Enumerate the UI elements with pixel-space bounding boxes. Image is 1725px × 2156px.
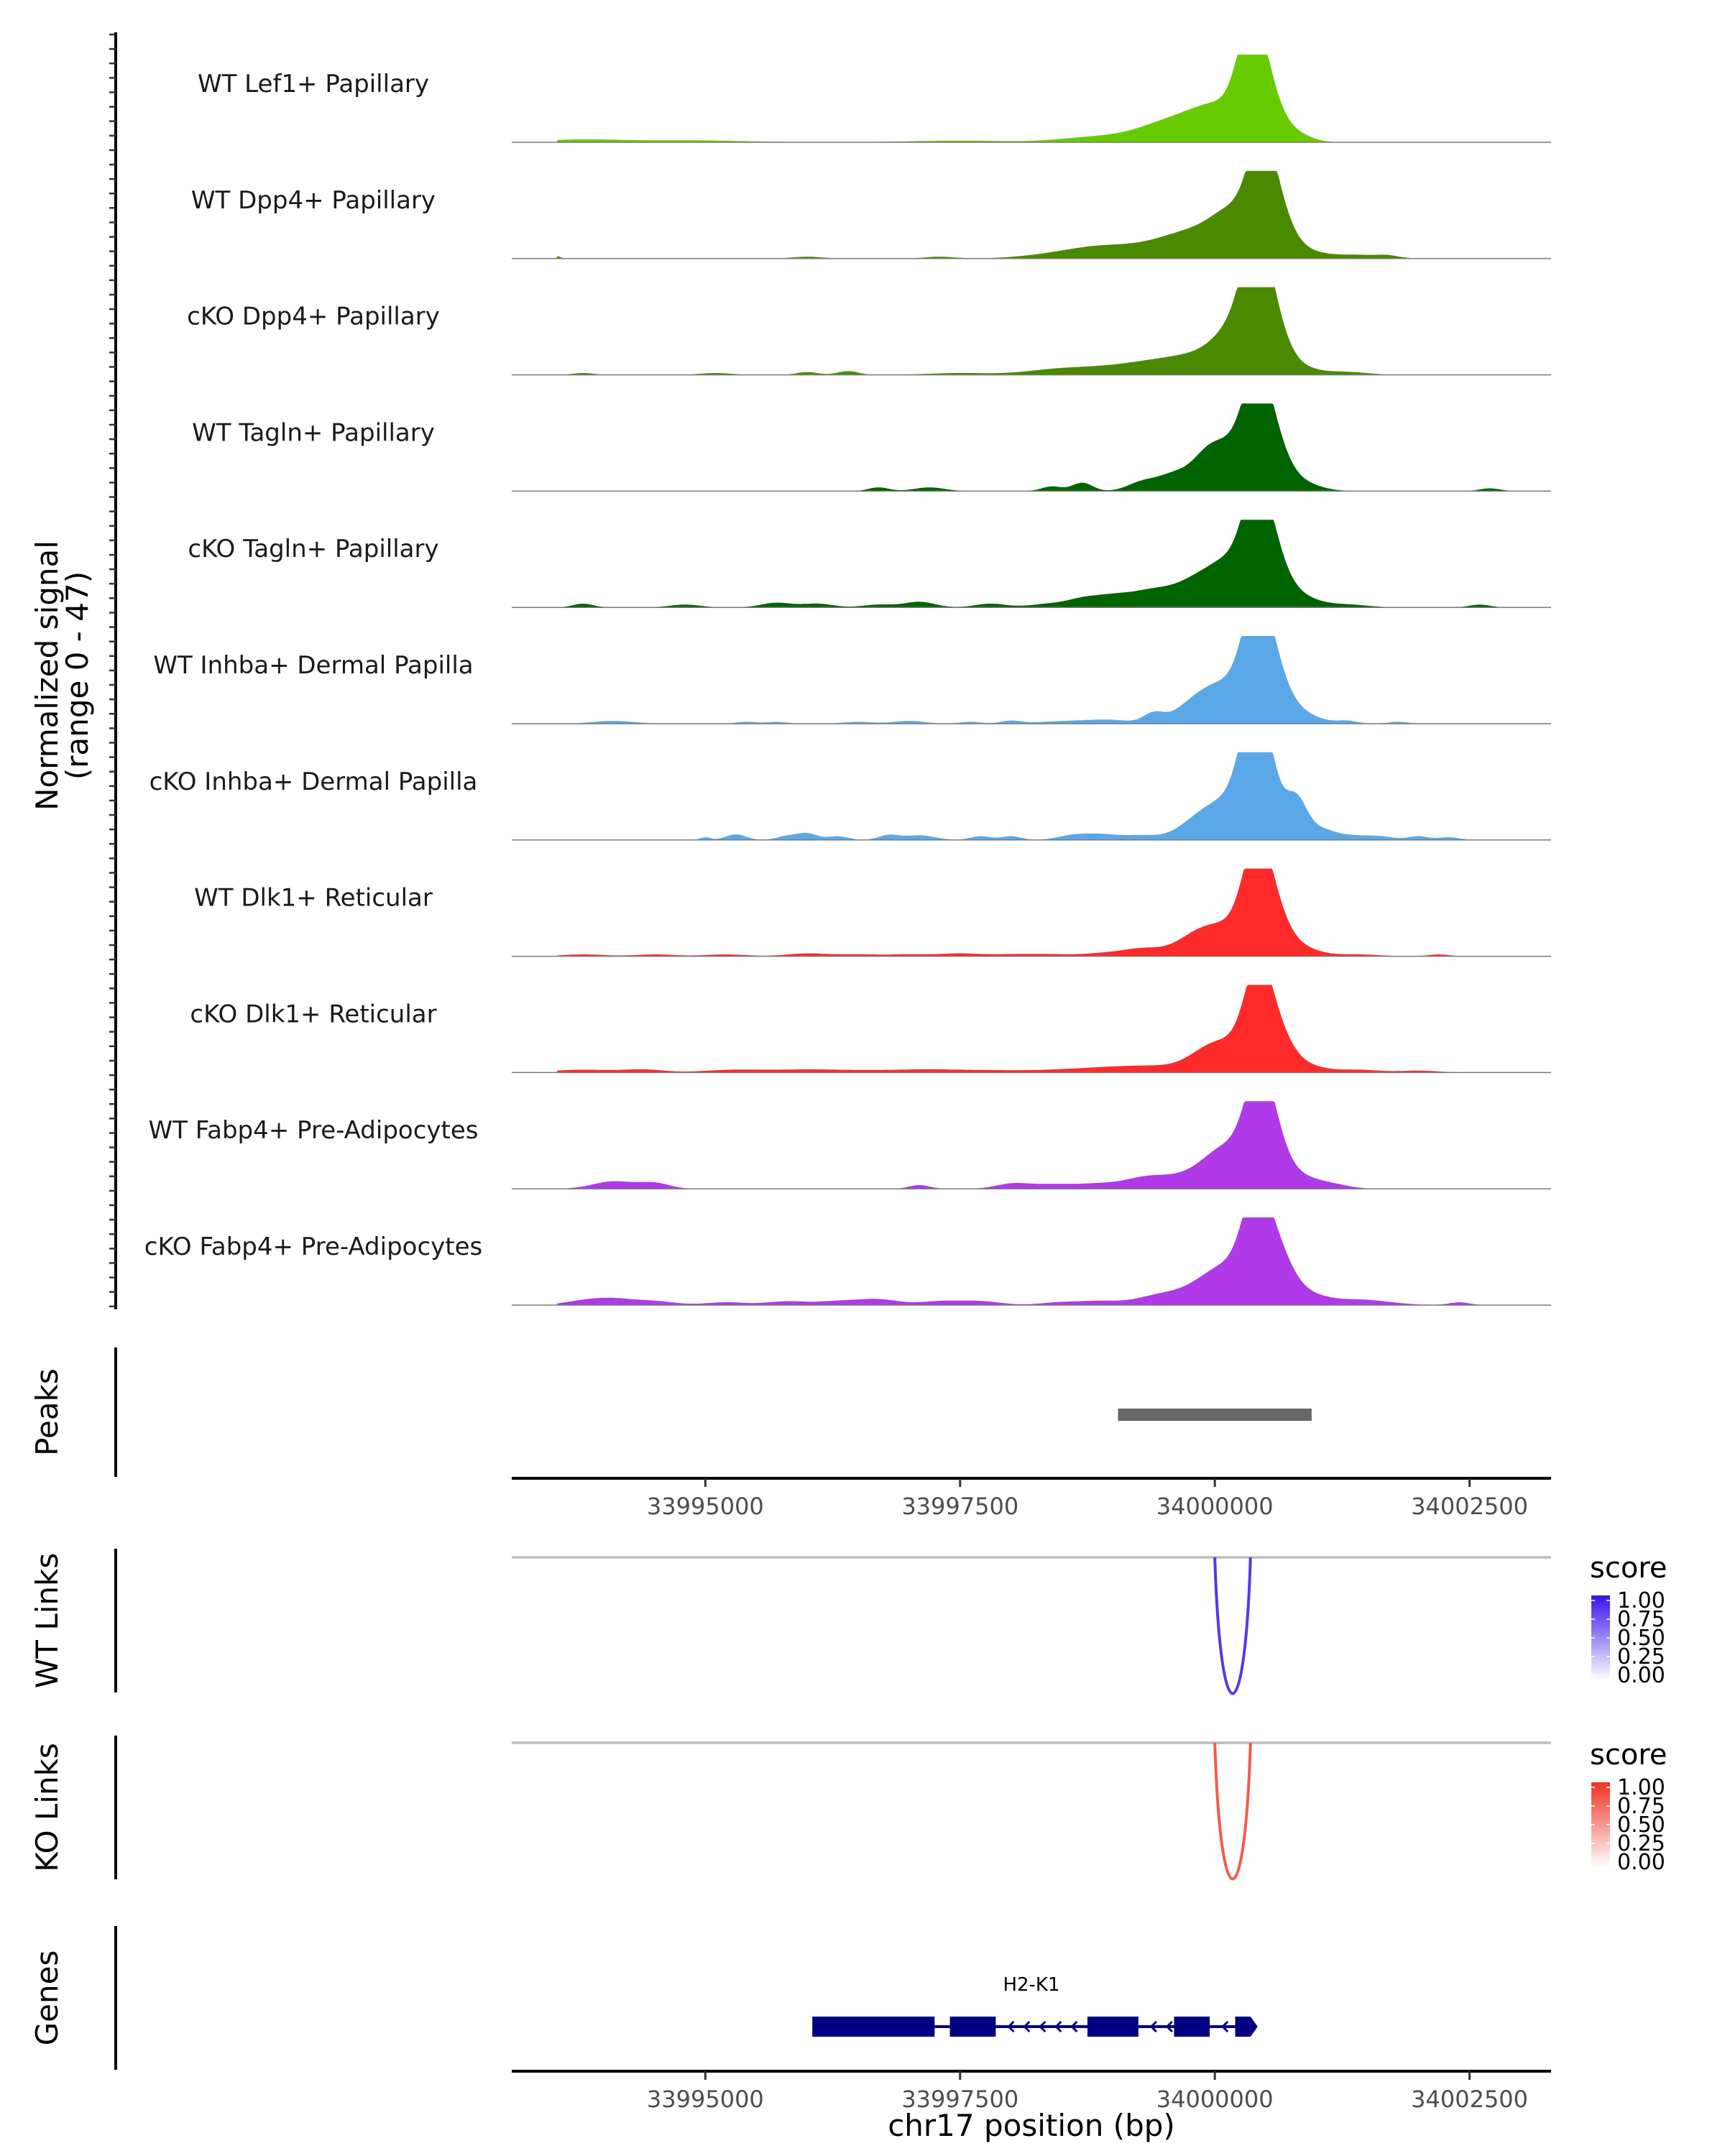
track-label-0: WT Lef1+ Papillary (198, 70, 429, 98)
strand-arrow (1220, 2020, 1229, 2033)
genes-label: Genes (29, 1950, 65, 2046)
wt-links-panel: WT Links (29, 1549, 117, 1692)
coverage-ylabel: Normalized signal (range 0 - 47) (29, 540, 95, 811)
track-label-5: WT Inhba+ Dermal Papilla (153, 651, 473, 680)
coverage-area-9 (512, 1101, 1551, 1189)
coverage-track-7: WT Dlk1+ Reticular (194, 868, 1551, 957)
track-label-3: WT Tagln+ Papillary (192, 418, 435, 447)
coverage-ylabel-line2: (range 0 - 47) (60, 571, 95, 780)
coverage-track-6: cKO Inhba+ Dermal Papilla (150, 752, 1551, 841)
genes-panel: Genes H2-K1 (29, 1926, 1258, 2070)
gene-exon-4 (1235, 2017, 1251, 2037)
coverage-y-axis (109, 32, 117, 1309)
track-label-6: cKO Inhba+ Dermal Papilla (150, 768, 478, 796)
peaks-panel: Peaks (29, 1348, 1312, 1477)
coverage-track-2: cKO Dpp4+ Papillary (187, 287, 1551, 376)
coverage-area-4 (512, 520, 1551, 608)
strand-arrow (1070, 2020, 1078, 2033)
track-label-9: WT Fabp4+ Pre-Adipocytes (149, 1116, 479, 1145)
coverage-area-2 (512, 287, 1551, 375)
legend-tick-label-1: 1.00 (1617, 1775, 1665, 1800)
coverage-track-8: cKO Dlk1+ Reticular (190, 985, 1551, 1074)
legend-tick-label-0: 0.50 (1617, 1626, 1665, 1651)
track-label-8: cKO Dlk1+ Reticular (190, 1000, 436, 1028)
x-tick-label-0: 33995000 (647, 2086, 764, 2113)
coverage-track-3: WT Tagln+ Papillary (192, 403, 1551, 492)
legend-tick-label-0: 0.00 (1617, 1663, 1665, 1688)
score-legend-1: score 1.000.750.500.250.00 (1590, 1738, 1667, 1875)
x-axis-bottom: 33995000 33997500 34000000 34002500 (512, 2070, 1551, 2113)
gene-exon-2 (1087, 2017, 1138, 2037)
x-tick-label-1: 33997500 (901, 1493, 1018, 1520)
score-legend-0: score 1.000.750.500.250.00 (1590, 1552, 1667, 1688)
legend-tick-label-1: 0.50 (1617, 1812, 1665, 1838)
strand-arrow (1023, 2020, 1031, 2033)
coverage-area-3 (512, 403, 1551, 492)
legend-title-1: score (1590, 1738, 1667, 1772)
gene-model (812, 2017, 1258, 2037)
track-label-7: WT Dlk1+ Reticular (194, 884, 433, 913)
x-axis-top: 33995000 33997500 34000000 34002500 (512, 1477, 1551, 1520)
gene-exon-1 (949, 2017, 996, 2037)
strand-arrow (1039, 2020, 1046, 2033)
strand-arrow (1165, 2020, 1173, 2033)
track-label-2: cKO Dpp4+ Papillary (187, 303, 440, 331)
coverage-area-1 (512, 170, 1551, 259)
link-arcs (512, 1556, 1551, 1881)
strand-arrow (1054, 2020, 1062, 2033)
coverage-track-0: WT Lef1+ Papillary (198, 55, 1551, 143)
ko-links-label: KO Links (29, 1743, 65, 1872)
x-tick-label-2: 34000000 (1156, 2086, 1274, 2113)
coverage-track-1: WT Dpp4+ Papillary (191, 170, 1551, 259)
legend-tick-label-1: 0.00 (1617, 1850, 1665, 1875)
x-tick-label-3: 34002500 (1411, 2086, 1528, 2113)
legend-tick-label-0: 0.25 (1617, 1644, 1665, 1669)
coverage-area-7 (512, 868, 1551, 957)
coverage-area-6 (512, 752, 1551, 840)
track-label-1: WT Dpp4+ Papillary (191, 186, 436, 215)
legend-tick-label-0: 0.75 (1617, 1607, 1665, 1632)
peaks-label: Peaks (29, 1368, 65, 1456)
gene-name-label: H2-K1 (1003, 1974, 1059, 1996)
x-axis-title: chr17 position (bp) (888, 2108, 1175, 2143)
coverage-track-4: cKO Tagln+ Papillary (188, 520, 1551, 608)
x-tick-label-1: 33997500 (901, 2086, 1018, 2113)
coverage-track-10: cKO Fabp4+ Pre-Adipocytes (144, 1217, 1551, 1306)
gene-end-cap (1250, 2017, 1258, 2037)
x-tick-label-0: 33995000 (647, 1493, 764, 1520)
score-legends: score1.000.750.500.250.00score1.000.750.… (1590, 1552, 1667, 1875)
peak-intervals (1118, 1409, 1312, 1421)
strand-arrow (1149, 2020, 1157, 2033)
coverage-area-5 (512, 636, 1551, 724)
peak-interval-0 (1118, 1409, 1312, 1421)
link-arc-1 (1213, 1742, 1252, 1881)
coverage-area-8 (512, 985, 1551, 1073)
legend-tick-label-1: 0.25 (1617, 1831, 1665, 1856)
link-arc-0 (1213, 1557, 1252, 1695)
coverage-tracks: WT Lef1+ Papillary WT Dpp4+ Papillary cKO … (144, 55, 1551, 1306)
coverage-track-5: WT Inhba+ Dermal Papilla (153, 636, 1551, 724)
ko-links-panel: KO Links (29, 1736, 117, 1879)
legend-tick-label-0: 1.00 (1617, 1588, 1665, 1613)
coverage-track-9: WT Fabp4+ Pre-Adipocytes (149, 1101, 1551, 1189)
gene-exon-3 (1174, 2017, 1210, 2037)
strand-arrow (1007, 2020, 1015, 2033)
gene-exon-0 (812, 2017, 935, 2037)
coverage-area-10 (512, 1217, 1551, 1305)
wt-links-label: WT Links (29, 1553, 65, 1688)
coverage-ylabel-line1: Normalized signal (29, 540, 65, 811)
legend-tick-label-1: 0.75 (1617, 1794, 1665, 1819)
x-tick-label-2: 34000000 (1156, 1493, 1274, 1520)
x-tick-label-3: 34002500 (1411, 1493, 1528, 1520)
track-label-4: cKO Tagln+ Papillary (188, 535, 438, 563)
track-label-10: cKO Fabp4+ Pre-Adipocytes (144, 1233, 483, 1261)
legend-title-0: score (1590, 1552, 1667, 1585)
